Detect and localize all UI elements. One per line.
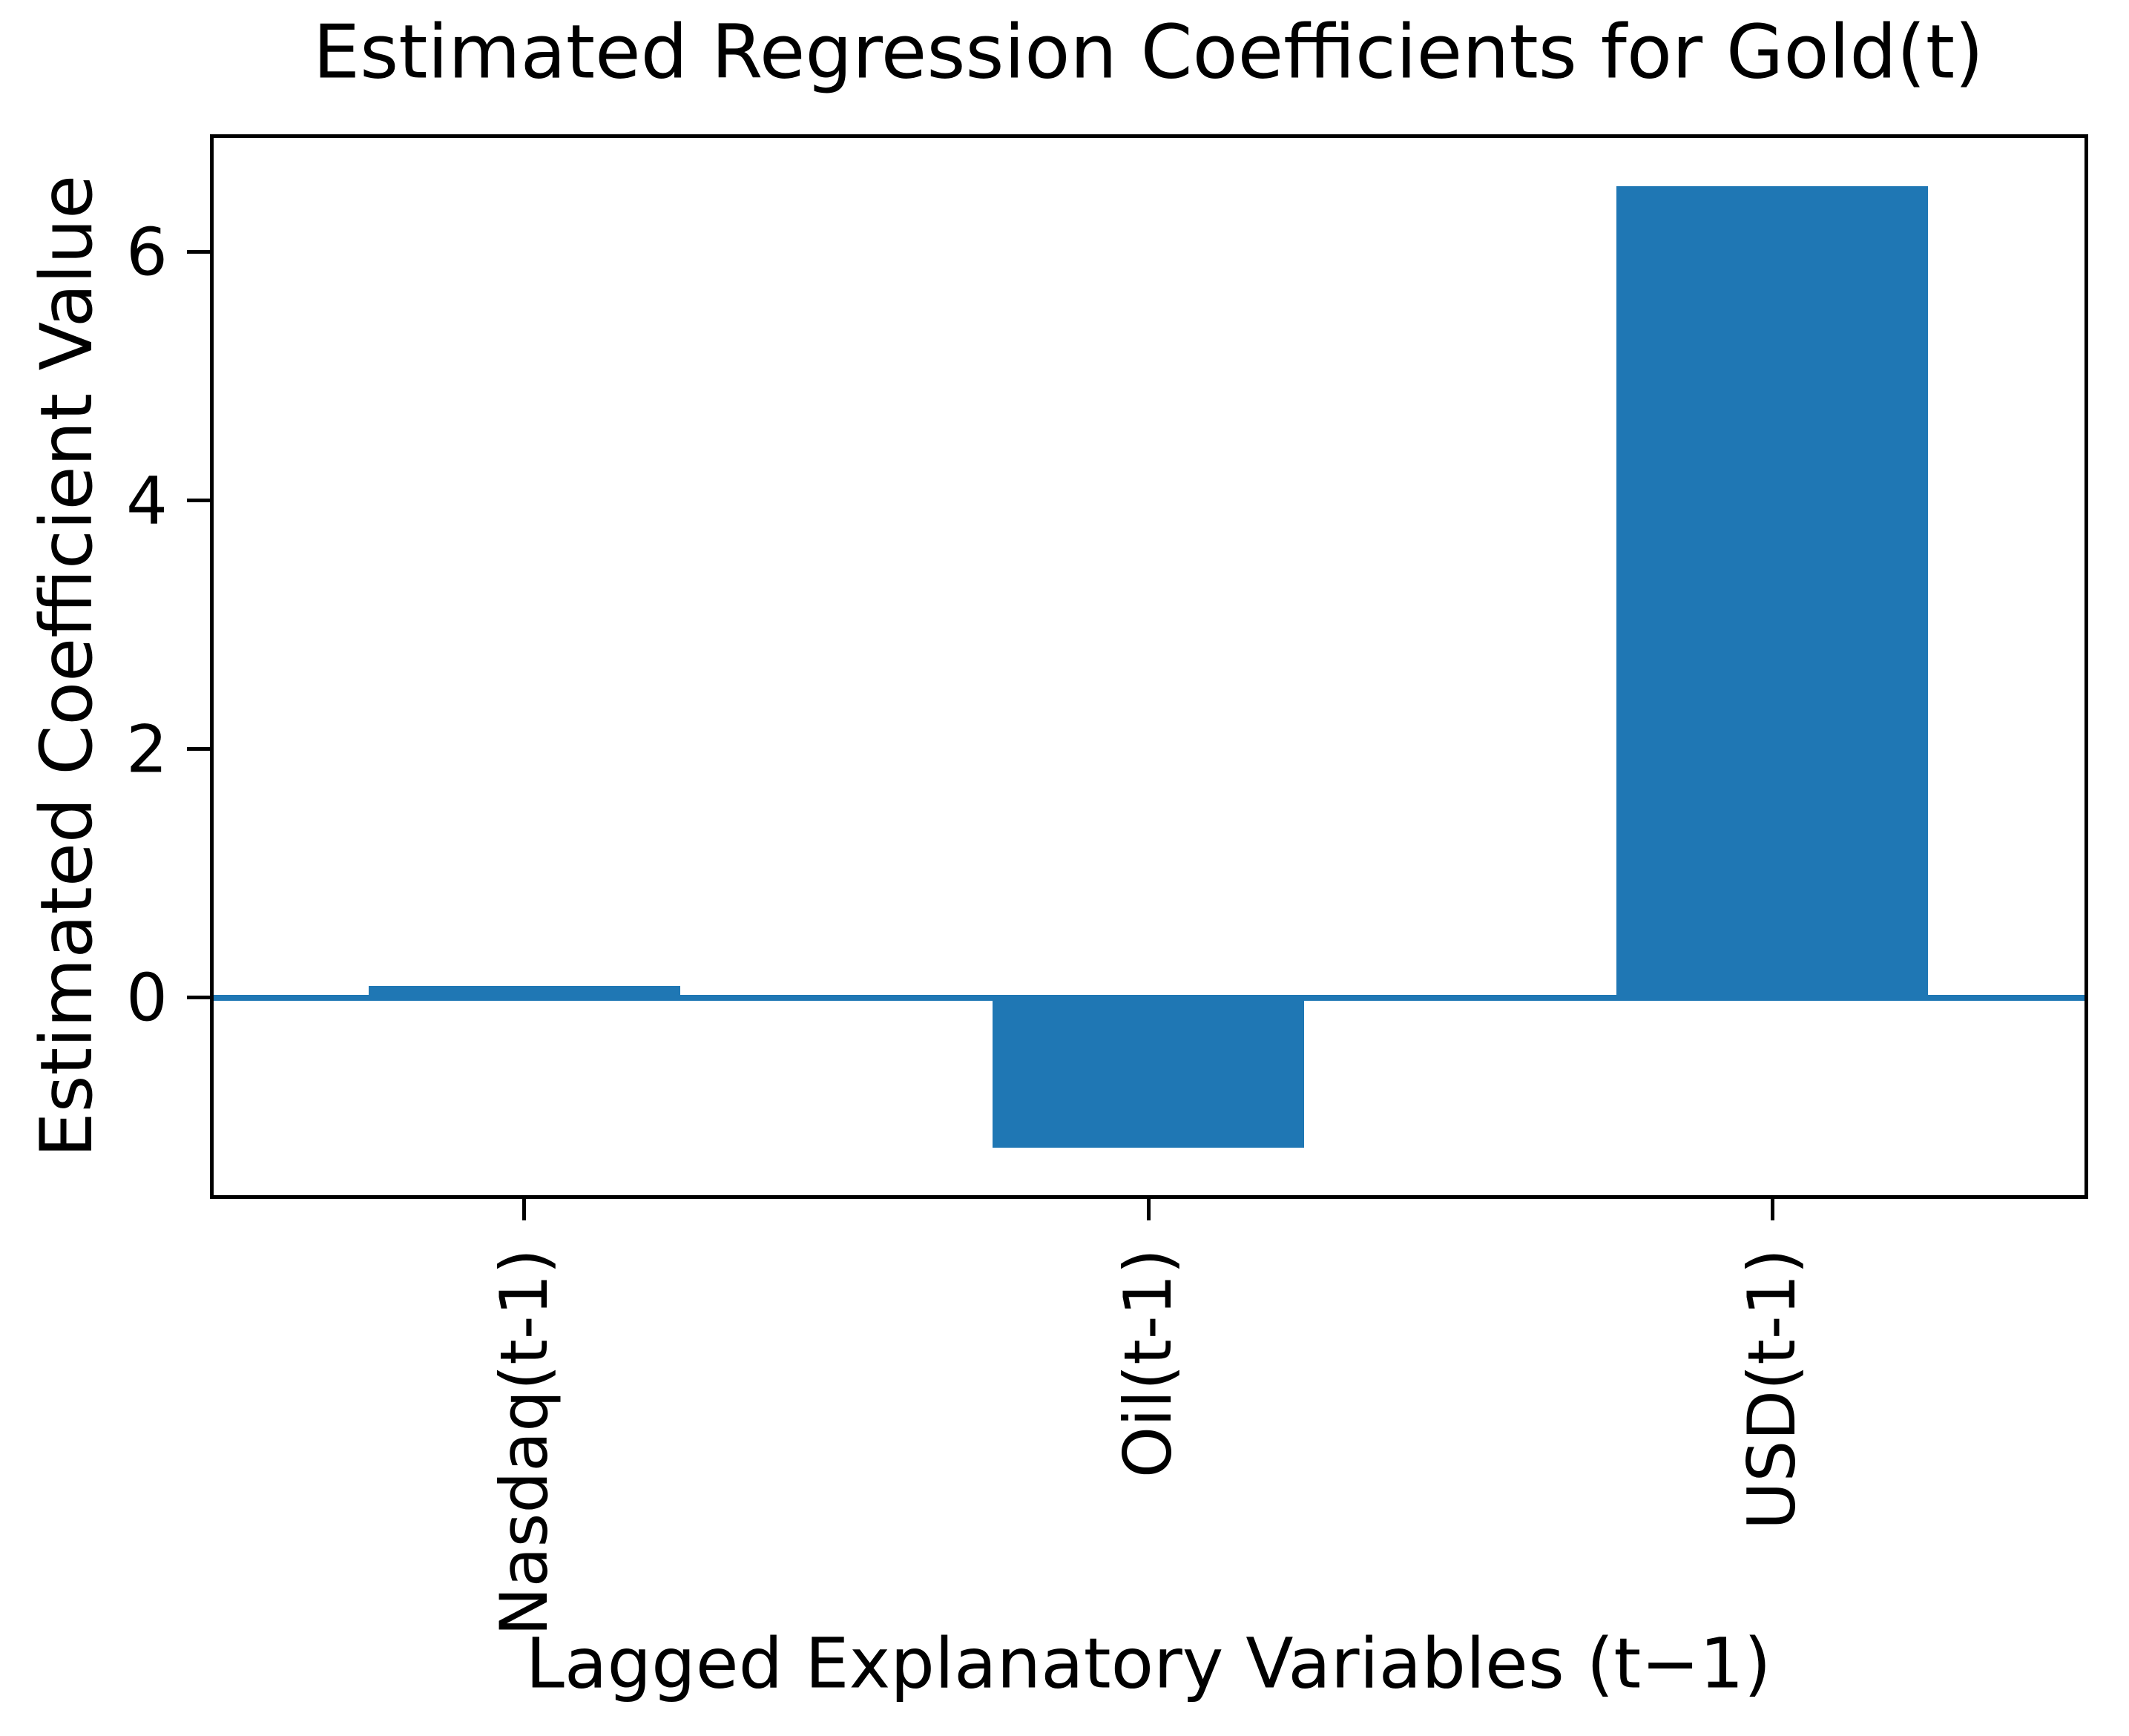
y-axis-label: Estimated Coefficient Value bbox=[25, 174, 108, 1158]
x-tick-mark bbox=[1146, 1197, 1151, 1220]
plot-area bbox=[210, 134, 2088, 1199]
y-tick-label: 0 bbox=[126, 959, 168, 1036]
zero-axhline bbox=[212, 994, 2084, 1001]
x-tick-mark bbox=[1770, 1197, 1774, 1220]
bar bbox=[1616, 185, 1929, 998]
x-tick-label: USD(t-1) bbox=[1734, 1249, 1811, 1530]
y-tick-label: 4 bbox=[126, 462, 168, 539]
x-tick-label: Oil(t-1) bbox=[1110, 1249, 1186, 1479]
x-tick-mark bbox=[522, 1197, 527, 1220]
y-tick-mark bbox=[187, 499, 211, 502]
y-tick-label: 2 bbox=[126, 711, 168, 787]
x-tick-label: Nasdaq(t-1) bbox=[485, 1249, 562, 1637]
y-tick-mark bbox=[187, 747, 211, 751]
y-tick-mark bbox=[187, 250, 211, 254]
y-tick-label: 6 bbox=[126, 214, 168, 290]
bar bbox=[993, 997, 1304, 1148]
y-tick-mark bbox=[187, 996, 211, 999]
x-axis-label: Lagged Explanatory Variables (t−1) bbox=[525, 1623, 1771, 1705]
chart-title: Estimated Regression Coefficients for Go… bbox=[312, 8, 1984, 96]
